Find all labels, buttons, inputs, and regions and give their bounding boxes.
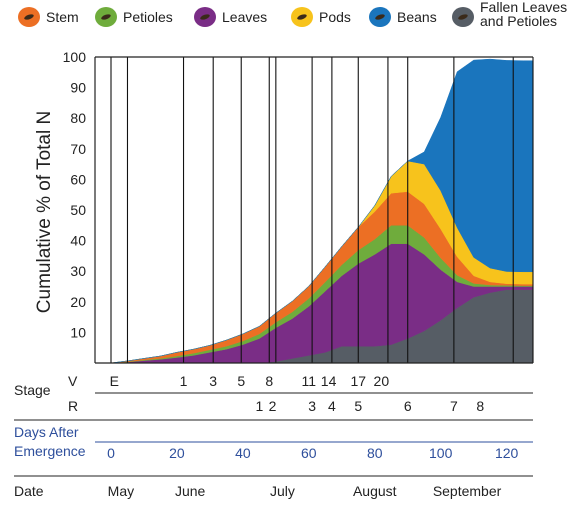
y-tick-label: 90 xyxy=(70,80,86,96)
date-item: August xyxy=(353,483,397,499)
legend: Stem Petioles Leaves Pods Beans Fallen Leaves… xyxy=(18,0,567,29)
bean-icon xyxy=(375,14,385,20)
stage-v-label: V xyxy=(68,373,78,389)
stage-r-item: 5 xyxy=(354,398,362,414)
legend-label: Beans xyxy=(397,9,437,25)
y-tick-label: 50 xyxy=(70,202,86,218)
date-item: July xyxy=(270,483,295,499)
days-tick-label: 80 xyxy=(367,445,383,461)
stage-lines xyxy=(110,57,534,363)
legend-item: Beans xyxy=(369,7,437,27)
y-tick-label: 60 xyxy=(70,171,86,187)
days-tick-label: 20 xyxy=(169,445,185,461)
days-tick-label: 0 xyxy=(107,445,115,461)
stage-r-item: 6 xyxy=(404,398,412,414)
bean-icon xyxy=(297,14,307,20)
stage-r-item: 1 xyxy=(255,398,263,414)
legend-item: Leaves xyxy=(194,7,267,27)
bean-icon xyxy=(101,14,111,20)
legend-item: Fallen Leaves and Petioles xyxy=(452,0,567,29)
bean-icon xyxy=(200,14,210,20)
days-label-line1: Days After xyxy=(14,424,79,440)
date-row-label: Date xyxy=(14,483,44,499)
y-axis-label: Cumulative % of Total N xyxy=(34,111,55,313)
stage-r-label: R xyxy=(68,398,78,414)
y-tick-label: 30 xyxy=(70,263,86,279)
stage-v-item: 14 xyxy=(321,373,337,389)
days-tick-label: 40 xyxy=(235,445,251,461)
stage-r-item: 3 xyxy=(308,398,316,414)
days-tick-label: 120 xyxy=(495,445,519,461)
legend-label: Stem xyxy=(46,9,79,25)
stage-r-item: 8 xyxy=(476,398,484,414)
legend-label: Fallen Leaves and Petioles xyxy=(480,0,567,29)
legend-label: Leaves xyxy=(222,9,267,25)
stage-row-label: Stage xyxy=(14,382,51,398)
date-item: June xyxy=(175,483,206,499)
stage-r-item: 4 xyxy=(328,398,336,414)
legend-item: Stem xyxy=(18,7,79,27)
stage-v-item: 17 xyxy=(350,373,366,389)
legend-label: Petioles xyxy=(123,9,173,25)
plot-areas xyxy=(110,58,534,364)
days-tick-label: 100 xyxy=(429,445,453,461)
stage-v-item: 8 xyxy=(265,373,273,389)
stage-v-item: 1 xyxy=(180,373,188,389)
stage-v-item: E xyxy=(110,373,119,389)
y-tick-label: 100 xyxy=(63,49,87,65)
stage-v-item: 3 xyxy=(209,373,217,389)
bean-icon xyxy=(24,14,34,20)
stage-v-item: 11 xyxy=(302,373,317,389)
date-item: May xyxy=(108,483,134,499)
stage-v-item: 20 xyxy=(374,373,390,389)
bean-icon xyxy=(458,14,468,20)
y-tick-label: 40 xyxy=(70,233,86,249)
y-tick-label: 10 xyxy=(70,324,86,340)
days-tick-label: 60 xyxy=(301,445,317,461)
date-item: September xyxy=(433,483,502,499)
legend-item: Petioles xyxy=(95,7,173,27)
legend-item: Pods xyxy=(291,7,351,27)
stage-v-item: 5 xyxy=(237,373,245,389)
legend-label: Pods xyxy=(319,9,351,25)
y-tick-label: 70 xyxy=(70,141,86,157)
y-axis: 10 20 30 40 50 60 70 80 90 100 xyxy=(63,49,533,364)
stage-r-item: 7 xyxy=(450,398,458,414)
days-label-line2: Emergence xyxy=(14,443,86,459)
y-tick-label: 20 xyxy=(70,294,86,310)
y-tick-label: 80 xyxy=(70,110,86,126)
stage-r-item: 2 xyxy=(269,398,277,414)
